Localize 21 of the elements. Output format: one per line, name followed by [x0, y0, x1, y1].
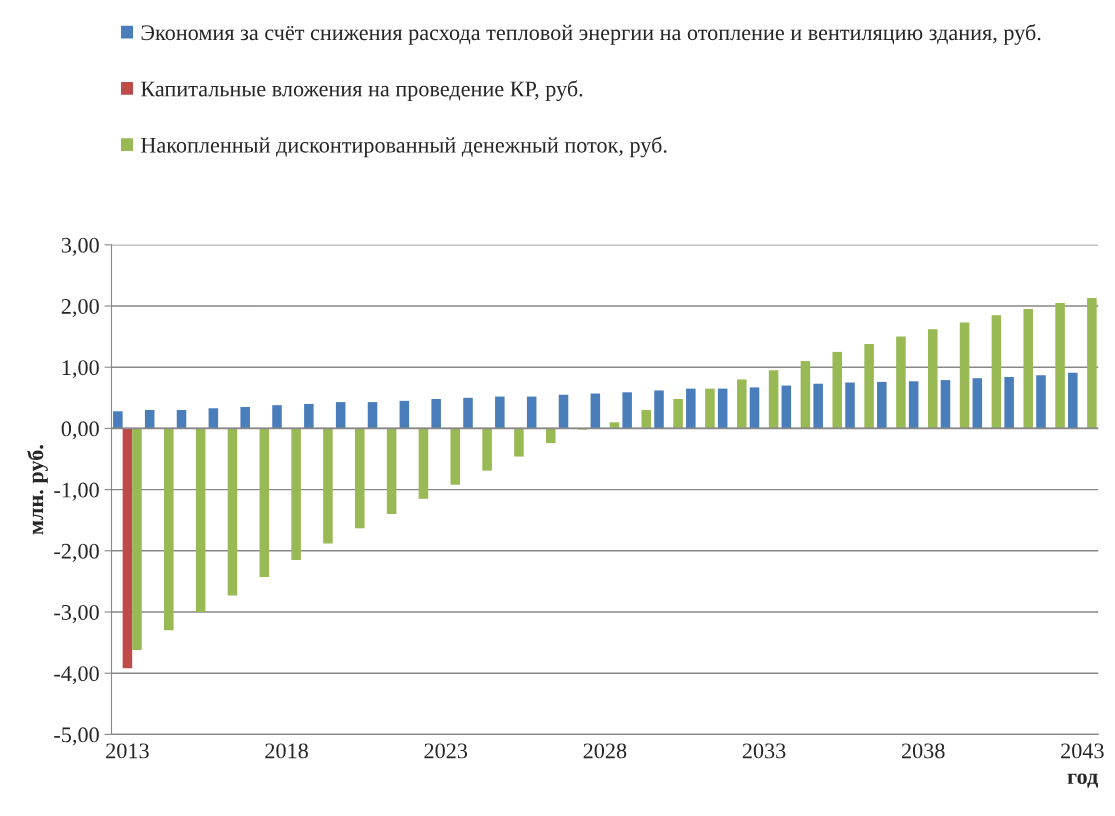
x-tick-label: 2023: [424, 743, 468, 759]
x-tick-label: 2033: [742, 743, 786, 759]
y-tick-label: 3,00: [61, 237, 99, 256]
x-tick-label: 2018: [265, 743, 308, 759]
legend-label: Накопленный дисконтированный денежный поток, руб.: [140, 136, 667, 158]
y-tick-label: 2,00: [61, 298, 99, 318]
x-tick-label: 2013: [106, 743, 149, 759]
y-tick-label: -5,00: [54, 727, 99, 746]
x-axis-title: год: [1067, 773, 1099, 788]
legend-label: Экономия за счёт снижения расхода тепловой энергии на отопление и вентиляцию здания, руб.: [141, 24, 1041, 45]
legend-label: Капитальные вложения на проведение КР, руб.: [140, 80, 583, 102]
y-tick-label: -3,00: [54, 604, 99, 624]
y-tick-label: 1,00: [62, 360, 99, 379]
y-tick-label: -2,00: [54, 543, 99, 562]
y-tick-label: -1,00: [54, 482, 99, 501]
y-tick-label: -4,00: [54, 666, 99, 685]
x-tick-label: 2028: [583, 743, 627, 759]
x-tick-label: 2043: [1061, 743, 1104, 759]
x-tick-label: 2038: [901, 743, 945, 759]
y-tick-label: 0,00: [61, 421, 99, 440]
y-axis-title: млн. руб.: [27, 445, 48, 535]
